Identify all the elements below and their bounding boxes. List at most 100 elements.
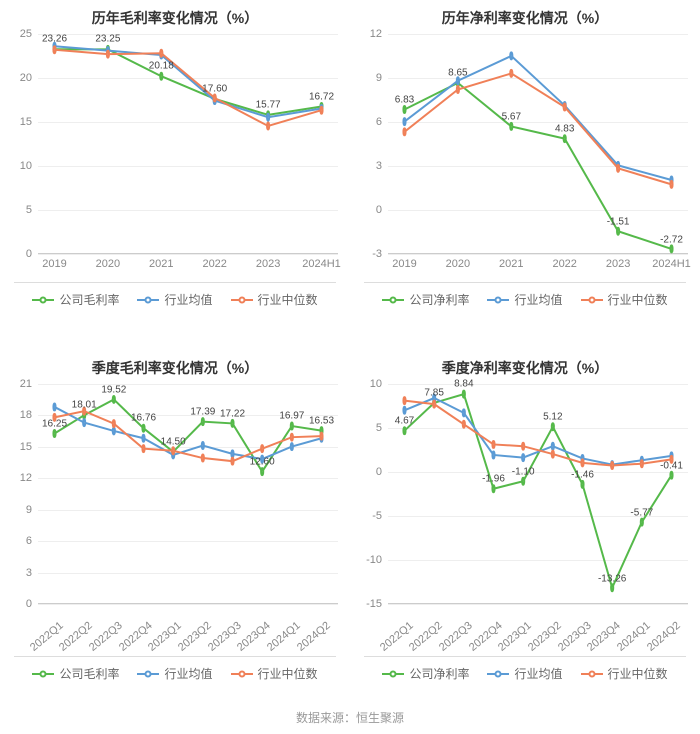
- series-marker-industry_avg: [510, 52, 512, 59]
- y-tick-label: 6: [26, 535, 38, 547]
- chart-svg: [388, 384, 688, 603]
- series-marker-industry_avg: [492, 451, 494, 458]
- series-marker-industry_median: [617, 165, 619, 172]
- series-marker-industry_median: [320, 433, 322, 440]
- x-tick-label: 2021: [149, 258, 173, 270]
- series-marker-industry_median: [172, 447, 174, 454]
- series-marker-industry_median: [320, 107, 322, 114]
- x-tick-label: 2019: [42, 258, 66, 270]
- legend-label: 行业中位数: [608, 665, 668, 682]
- chart-title: 季度毛利率变化情况（%）: [4, 358, 346, 378]
- legend-item-industry_median: 行业中位数: [231, 665, 318, 682]
- series-marker-industry_median: [267, 122, 269, 129]
- series-marker-company: [552, 423, 554, 430]
- series-marker-industry_avg: [142, 435, 144, 442]
- legend-swatch-icon: [487, 669, 509, 679]
- legend-label: 公司毛利率: [59, 291, 119, 308]
- y-tick-label: 0: [376, 466, 388, 478]
- series-marker-company: [522, 478, 524, 485]
- series-marker-industry_avg: [463, 409, 465, 416]
- legend-swatch-icon: [231, 669, 253, 679]
- plot-area: 03691215182116.2518.0119.5216.7614.5017.…: [38, 384, 338, 604]
- series-marker-industry_avg: [291, 443, 293, 450]
- series-marker-industry_median: [202, 455, 204, 462]
- series-marker-industry_median: [113, 420, 115, 427]
- plot-area: 051015202523.2623.2520.1817.6015.7716.72: [38, 34, 338, 254]
- y-tick-label: 15: [20, 116, 38, 128]
- x-axis-labels: 2022Q12022Q22022Q32022Q42023Q12023Q22023…: [388, 604, 688, 650]
- x-tick-label: 2022: [202, 258, 226, 270]
- legend-swatch-icon: [382, 669, 404, 679]
- x-tick-label: 2024Q2: [645, 619, 683, 653]
- series-marker-industry_median: [53, 414, 55, 421]
- legend-label: 行业中位数: [608, 291, 668, 308]
- chart-panel-annual_gross: 历年毛利率变化情况（%） 051015202523.2623.2520.1817.…: [0, 0, 350, 350]
- legend-item-company: 公司净利率: [382, 665, 469, 682]
- chart-title: 历年净利率变化情况（%）: [354, 8, 696, 28]
- series-marker-company: [142, 425, 144, 432]
- x-tick-label: 2023Q2: [176, 619, 214, 653]
- x-tick-label: 2022Q3: [437, 619, 475, 653]
- legend-label: 行业均值: [164, 665, 212, 682]
- chart-title: 历年毛利率变化情况（%）: [4, 8, 346, 28]
- series-marker-company: [231, 420, 233, 427]
- series-marker-industry_avg: [267, 114, 269, 121]
- series-marker-industry_median: [611, 462, 613, 469]
- plot-area: -15-10-505104.677.858.84-1.96-1.105.12-1…: [388, 384, 688, 604]
- legend-swatch-icon: [581, 295, 603, 305]
- x-tick-label: 2019: [392, 258, 416, 270]
- series-marker-industry_median: [463, 421, 465, 428]
- series-marker-industry_median: [231, 458, 233, 465]
- y-tick-label: 5: [376, 422, 388, 434]
- y-tick-label: -10: [366, 554, 388, 566]
- legend-item-company: 公司毛利率: [32, 665, 119, 682]
- chart-panel-annual_net: 历年净利率变化情况（%）-30369126.838.655.674.83-1.5…: [350, 0, 700, 350]
- legend-label: 行业均值: [514, 665, 562, 682]
- series-marker-company: [564, 135, 566, 142]
- y-tick-label: 21: [20, 378, 38, 390]
- legend-label: 行业均值: [164, 291, 212, 308]
- series-marker-industry_median: [670, 456, 672, 463]
- series-marker-industry_median: [160, 50, 162, 57]
- series-line-company: [405, 83, 672, 249]
- legend-item-industry_median: 行业中位数: [231, 291, 318, 308]
- series-marker-industry_median: [107, 51, 109, 58]
- series-marker-industry_median: [214, 94, 216, 101]
- y-tick-label: 0: [376, 204, 388, 216]
- y-tick-label: 3: [26, 567, 38, 579]
- x-tick-label: 2024Q1: [615, 619, 653, 653]
- x-axis-labels: 201920202021202220232024H1: [388, 254, 688, 276]
- legend-swatch-icon: [32, 669, 54, 679]
- legend-swatch-icon: [487, 295, 509, 305]
- legend-item-company: 公司净利率: [382, 291, 469, 308]
- series-marker-company: [403, 427, 405, 434]
- legend-label: 公司净利率: [409, 291, 469, 308]
- legend-label: 公司毛利率: [59, 665, 119, 682]
- chart-panel-quarter_net: 季度净利率变化情况（%）-15-10-505104.677.858.84-1.9…: [350, 350, 700, 700]
- series-marker-industry_median: [403, 397, 405, 404]
- series-marker-industry_avg: [53, 403, 55, 410]
- x-tick-label: 2020: [96, 258, 120, 270]
- legend-item-company: 公司毛利率: [32, 291, 119, 308]
- series-marker-industry_median: [433, 401, 435, 408]
- series-marker-industry_avg: [83, 419, 85, 426]
- y-tick-label: 10: [370, 378, 388, 390]
- x-tick-label: 2022Q3: [87, 619, 125, 653]
- series-marker-company: [113, 396, 115, 403]
- series-marker-industry_median: [83, 408, 85, 415]
- x-tick-label: 2022: [552, 258, 576, 270]
- legend-swatch-icon: [137, 295, 159, 305]
- y-tick-label: 12: [370, 28, 388, 40]
- series-marker-company: [670, 472, 672, 479]
- chart-svg: [388, 34, 688, 253]
- y-tick-label: -15: [366, 598, 388, 610]
- legend-item-industry_median: 行业中位数: [581, 291, 668, 308]
- chart-legend: 公司净利率 行业均值 行业中位数: [364, 282, 686, 308]
- series-line-company: [55, 49, 322, 115]
- chart-svg: [38, 384, 338, 603]
- series-marker-company: [611, 584, 613, 591]
- series-line-industry_avg: [405, 56, 672, 180]
- x-tick-label: 2024Q2: [295, 619, 333, 653]
- y-tick-label: 20: [20, 72, 38, 84]
- legend-label: 行业均值: [514, 291, 562, 308]
